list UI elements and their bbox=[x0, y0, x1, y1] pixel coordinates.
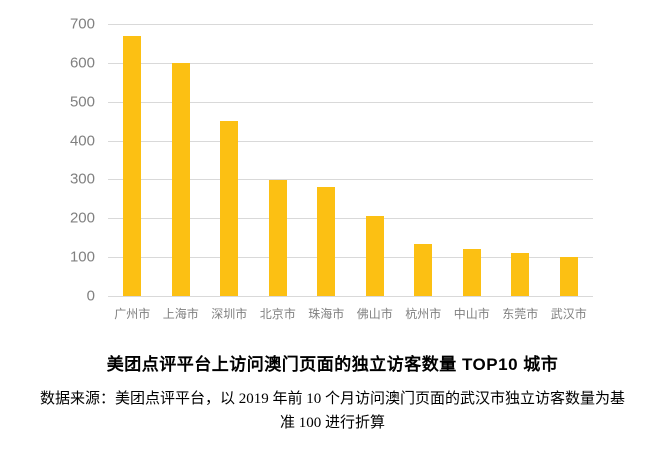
bar bbox=[317, 187, 336, 296]
x-axis: 广州市 上海市 深圳市 北京市 珠海市 佛山市 杭州市 中山市 东莞市 武汉市 bbox=[108, 305, 593, 322]
x-tick-label: 北京市 bbox=[259, 307, 296, 321]
source-line-1: 数据来源：美团点评平台，以 2019 年前 10 个月访问澳门页面的武汉市独立访… bbox=[39, 391, 625, 407]
bar bbox=[171, 63, 190, 296]
y-tick-label: 100 bbox=[69, 248, 95, 266]
x-tick-label: 杭州市 bbox=[405, 307, 442, 321]
x-tick-label: 佛山市 bbox=[356, 307, 393, 321]
bar-column bbox=[496, 253, 545, 296]
bar bbox=[462, 249, 481, 296]
bar-series bbox=[108, 24, 593, 296]
bar bbox=[511, 253, 530, 296]
bar-column bbox=[254, 180, 303, 296]
y-tick-label: 700 bbox=[69, 15, 95, 33]
bar-column bbox=[399, 244, 448, 296]
gridline-500 bbox=[108, 102, 593, 103]
y-axis: 0 100 200 300 400 500 600 700 bbox=[0, 17, 100, 304]
gridline-700 bbox=[108, 24, 593, 25]
gridline-100 bbox=[108, 257, 593, 258]
y-tick-label: 0 bbox=[86, 287, 95, 305]
y-tick-label: 300 bbox=[69, 170, 95, 188]
bar-column bbox=[108, 36, 157, 296]
x-tick-label: 上海市 bbox=[162, 307, 199, 321]
bar-column bbox=[205, 121, 254, 296]
bar-column bbox=[302, 187, 351, 296]
bar bbox=[365, 216, 384, 296]
bar-column bbox=[545, 257, 594, 296]
x-tick-label: 武汉市 bbox=[550, 307, 587, 321]
bar-column bbox=[351, 216, 400, 296]
bar bbox=[268, 180, 287, 296]
data-source-note: 数据来源：美团点评平台，以 2019 年前 10 个月访问澳门页面的武汉市独立访… bbox=[0, 387, 665, 435]
source-line-2: 准 100 进行折算 bbox=[279, 415, 385, 431]
bar bbox=[559, 257, 578, 296]
gridline-300 bbox=[108, 179, 593, 180]
bar bbox=[123, 36, 142, 296]
plot-area bbox=[108, 24, 593, 297]
bar-column bbox=[157, 63, 206, 296]
x-tick-label: 东莞市 bbox=[502, 307, 539, 321]
gridline-0 bbox=[108, 296, 593, 297]
bar bbox=[220, 121, 239, 296]
x-tick-label: 中山市 bbox=[453, 307, 490, 321]
y-tick-label: 400 bbox=[69, 132, 95, 150]
x-tick-label: 珠海市 bbox=[308, 307, 345, 321]
y-tick-label: 500 bbox=[69, 93, 95, 111]
gridline-200 bbox=[108, 218, 593, 219]
bar bbox=[414, 244, 433, 296]
y-tick-label: 200 bbox=[69, 209, 95, 227]
x-tick-label: 广州市 bbox=[114, 307, 151, 321]
y-tick-label: 600 bbox=[69, 54, 95, 72]
x-tick-label: 深圳市 bbox=[211, 307, 248, 321]
gridline-600 bbox=[108, 63, 593, 64]
chart-title: 美团点评平台上访问澳门页面的独立访客数量 TOP10 城市 bbox=[106, 355, 559, 374]
gridline-400 bbox=[108, 141, 593, 142]
bar-column bbox=[448, 249, 497, 296]
